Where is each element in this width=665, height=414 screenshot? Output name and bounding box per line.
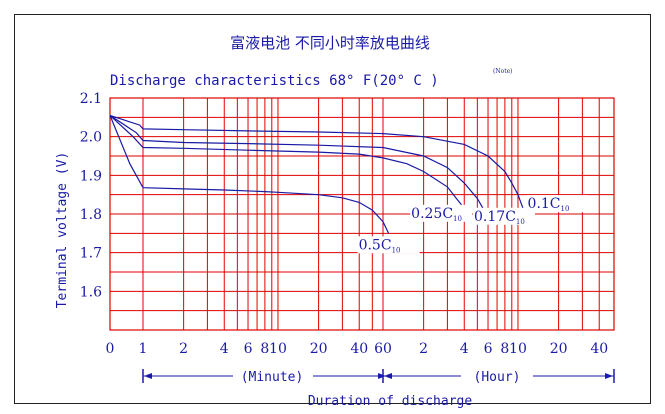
curve-label-bg (410, 204, 473, 222)
discharge-curve (109, 114, 472, 221)
curve-label-main: 0.25C (411, 206, 453, 222)
x-tick-label: 4 (460, 341, 469, 357)
discharge-curve (109, 115, 390, 234)
y-tick-label: 2.1 (80, 91, 102, 107)
minute-label-bg (233, 367, 313, 385)
x-tick-label: 6 (484, 341, 493, 357)
x-tick-label: 20 (310, 341, 328, 357)
curve-label: 0.5C10 (359, 237, 401, 254)
minute-arrow-right (378, 373, 386, 379)
duration-segments: (Minute) (Hour) (142, 367, 615, 385)
curve-label-main: 0.1C (528, 196, 561, 212)
y-tick-label: 1.9 (80, 168, 102, 184)
curve-label: 0.17C10 (474, 209, 525, 226)
y-tick-label: 2.0 (80, 130, 102, 146)
minute-arrow-left (144, 373, 152, 379)
x-tick-label: 20 (550, 341, 568, 357)
x-tick-label: 40 (350, 341, 368, 357)
curve-label-main: 0.5C (359, 237, 392, 253)
x-tick-label: 6 (244, 341, 253, 357)
x-tick-label: 0 (106, 341, 115, 357)
chart-frame (14, 14, 651, 404)
x-tick-label: 2 (179, 341, 188, 357)
curve-label-bg (473, 207, 536, 225)
curve-label-bg (357, 236, 420, 254)
curve-label-sub: 10 (392, 246, 401, 254)
hour-arrow-left (384, 373, 392, 379)
hour-arrow-right (605, 373, 613, 379)
y-tick-label: 1.6 (80, 284, 102, 300)
curve-label: 0.25C10 (411, 206, 462, 223)
discharge-curves (109, 114, 525, 234)
y-tick-label: 1.8 (80, 207, 102, 223)
x-tick-label: 4 (220, 341, 229, 357)
x-tick-label: 10 (509, 341, 527, 357)
curve-label-sub: 10 (516, 218, 525, 226)
x-tick-label: 40 (590, 341, 608, 357)
curve-label-sub: 10 (561, 205, 570, 213)
x-tick-labels: 0 1 2 4 6 8 10 20 40 60 2 4 6 8 10 20 40 (106, 341, 609, 357)
hour-label: (Hour) (474, 370, 521, 385)
curve-label: 0.1C10 (528, 196, 570, 213)
discharge-curve (109, 114, 525, 211)
x-axis-label: Duration of discharge (308, 394, 473, 409)
minute-label: (Minute) (241, 370, 304, 385)
y-tick-labels: 2.1 2.0 1.9 1.8 1.7 1.6 (80, 91, 102, 300)
hour-label-bg (461, 367, 533, 385)
x-tick-label: 60 (374, 341, 392, 357)
y-tick-label: 1.7 (80, 246, 102, 262)
x-tick-label: 10 (269, 341, 287, 357)
x-tick-label: 8 (500, 341, 509, 357)
curve-label-sub: 10 (453, 215, 462, 223)
x-tick-label: 8 (260, 341, 269, 357)
curve-label-main: 0.17C (474, 209, 516, 225)
x-tick-label: 1 (139, 341, 148, 357)
chart-title: 富液电池 不同小时率放电曲线 (230, 34, 430, 52)
curve-label-bg (526, 195, 589, 213)
chart-subtitle: Discharge characteristics 68° F(20° C ) (110, 73, 439, 89)
chart-note: (Note) (493, 68, 513, 75)
discharge-curve (109, 114, 489, 221)
y-axis-label: Terminal voltage (V) (55, 152, 70, 309)
x-tick-label: 2 (419, 341, 428, 357)
